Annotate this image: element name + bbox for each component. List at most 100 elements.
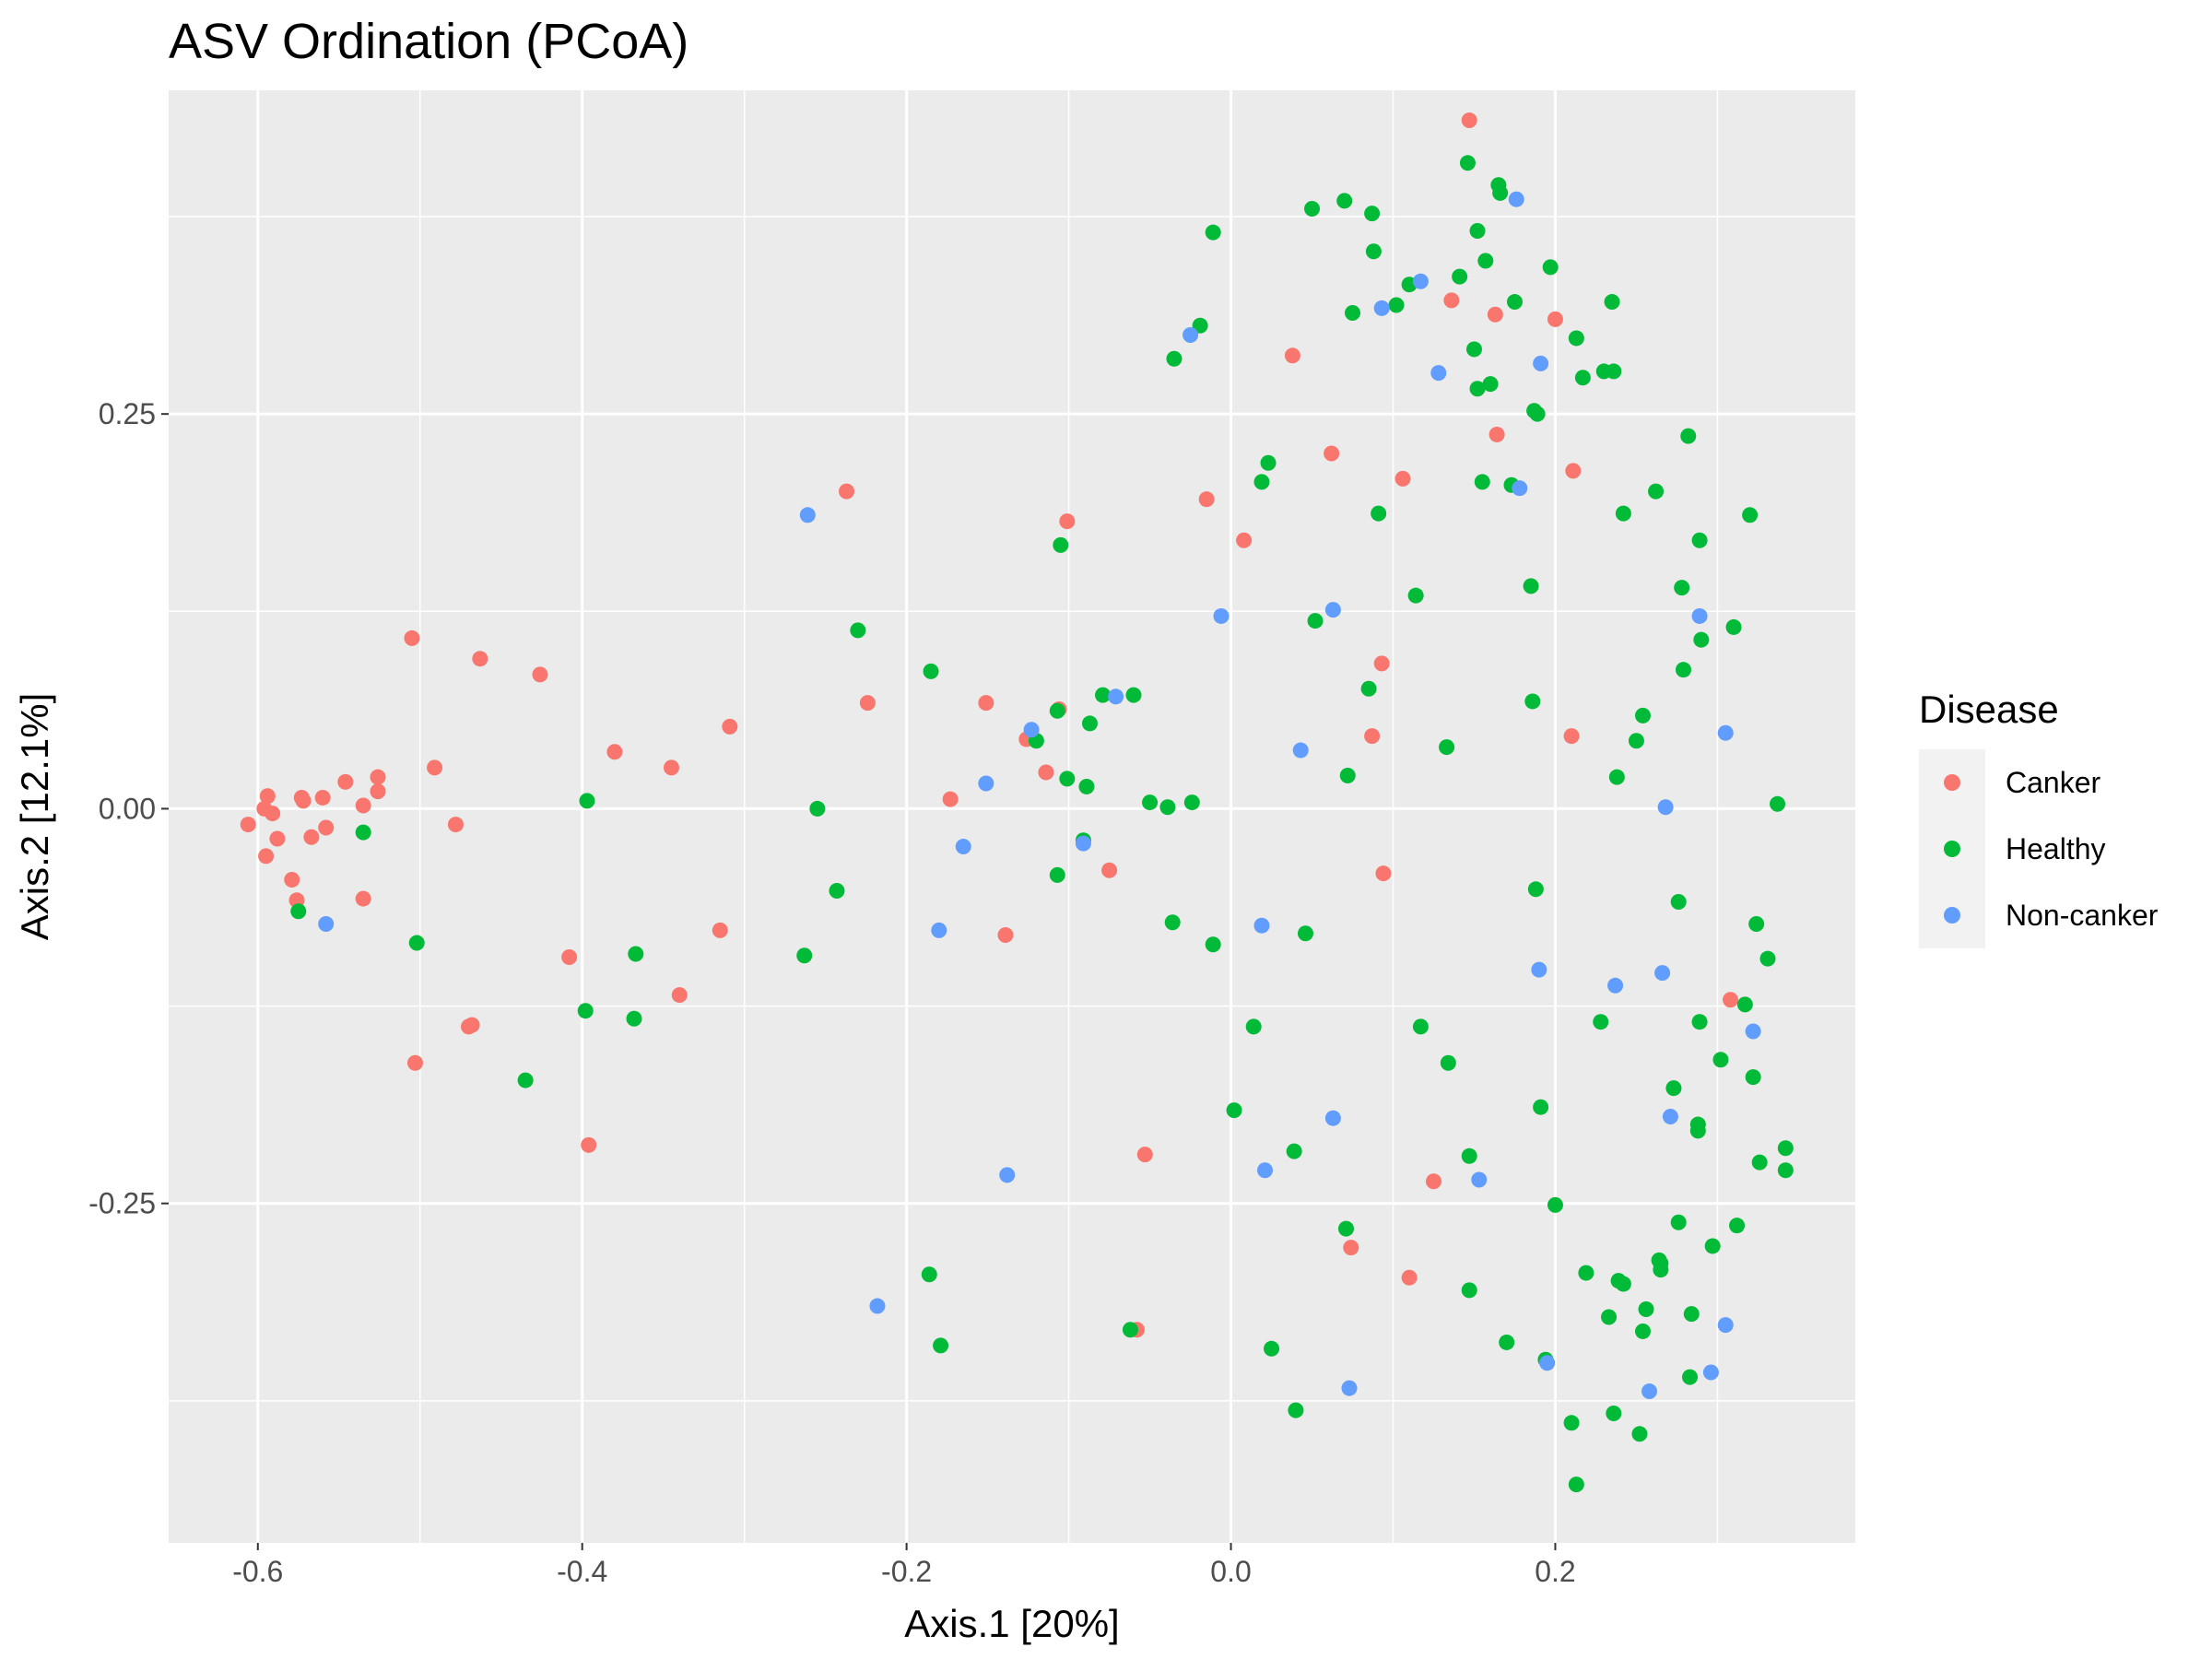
data-point <box>606 744 623 760</box>
data-point <box>663 759 679 776</box>
data-point <box>1286 1143 1302 1159</box>
data-point <box>427 759 443 776</box>
x-tick-label: -0.4 <box>557 1555 607 1588</box>
series-canker <box>240 112 1739 1338</box>
data-point <box>1260 454 1277 471</box>
data-point <box>1182 327 1199 344</box>
data-point <box>1745 1069 1761 1086</box>
data-point <box>796 947 813 964</box>
data-point <box>1284 347 1300 364</box>
data-point <box>921 1266 937 1283</box>
data-point <box>1606 1406 1622 1422</box>
data-point <box>1670 1214 1687 1230</box>
data-point <box>1474 474 1490 490</box>
x-axis-title: Axis.1 [20%] <box>904 1602 1119 1645</box>
data-point <box>1512 480 1528 497</box>
data-point <box>240 817 256 833</box>
data-point <box>1648 483 1665 500</box>
data-point <box>1523 578 1539 594</box>
data-point <box>1615 505 1631 522</box>
data-point <box>1388 297 1405 313</box>
data-point <box>799 507 816 524</box>
data-point <box>1759 950 1776 967</box>
data-point <box>318 819 335 836</box>
data-point <box>809 800 826 817</box>
data-point <box>1401 1269 1418 1286</box>
data-point <box>318 915 335 932</box>
data-point <box>1745 1023 1761 1040</box>
data-point <box>1164 914 1181 931</box>
data-point <box>1670 894 1687 911</box>
x-tick-label: 0.2 <box>1535 1555 1575 1588</box>
data-point <box>1365 243 1382 260</box>
data-point <box>1339 767 1356 783</box>
data-point <box>1452 268 1468 285</box>
data-point <box>1053 536 1069 553</box>
data-point <box>1542 259 1559 276</box>
data-point <box>1337 1220 1354 1237</box>
x-tick-label: -0.2 <box>881 1555 932 1588</box>
data-point <box>1440 1054 1456 1071</box>
data-point <box>284 872 300 888</box>
data-point <box>355 797 371 814</box>
data-point <box>1689 1123 1706 1139</box>
x-axis-ticks: -0.6 -0.4 -0.2 0.0 0.2 <box>232 1543 1576 1588</box>
data-point <box>1226 1102 1242 1119</box>
legend-key <box>1944 907 1960 924</box>
data-point <box>577 1003 594 1019</box>
data-point <box>1192 317 1208 334</box>
data-point <box>532 666 548 683</box>
data-point <box>1487 306 1503 323</box>
data-point <box>1488 426 1505 442</box>
legend-key <box>1944 841 1960 857</box>
data-point <box>1081 715 1098 732</box>
data-point <box>1264 1340 1280 1357</box>
data-point <box>1336 193 1353 209</box>
data-point <box>1101 862 1118 878</box>
data-point <box>1297 925 1313 942</box>
data-point <box>1578 1265 1594 1281</box>
data-point <box>1159 799 1176 816</box>
data-point <box>258 848 275 865</box>
data-point <box>1075 835 1091 852</box>
data-point <box>295 793 312 809</box>
data-point <box>1205 936 1221 953</box>
data-point <box>464 1017 480 1033</box>
data-point <box>955 839 971 855</box>
data-point <box>1634 707 1651 724</box>
data-point <box>337 773 354 790</box>
legend-label: Healthy <box>2006 832 2106 865</box>
data-point <box>1608 769 1625 785</box>
data-point <box>978 695 994 712</box>
data-point <box>1563 728 1580 745</box>
data-point <box>1307 613 1324 629</box>
data-point <box>1712 1052 1729 1068</box>
series-non-canker <box>318 191 1761 1400</box>
data-point <box>931 922 947 938</box>
data-point <box>1443 292 1460 309</box>
data-point <box>1675 662 1691 678</box>
data-point <box>628 946 644 962</box>
data-point <box>999 1167 1016 1183</box>
data-point <box>1568 1477 1584 1493</box>
data-point <box>1508 191 1524 207</box>
data-point <box>1213 607 1230 624</box>
data-point <box>1122 1322 1138 1338</box>
data-point <box>1547 1196 1563 1213</box>
data-point <box>1288 1402 1304 1418</box>
data-point <box>1539 1355 1556 1371</box>
data-point <box>1717 724 1734 741</box>
data-point <box>1717 1317 1734 1334</box>
data-point <box>1691 1014 1708 1030</box>
y-tick-label: 0.00 <box>99 792 156 825</box>
data-point <box>259 788 276 805</box>
data-point <box>1324 445 1340 462</box>
legend-label: Canker <box>2006 766 2101 799</box>
data-point <box>1059 513 1076 530</box>
data-point <box>839 483 855 500</box>
data-point <box>1657 799 1674 816</box>
data-point <box>1304 200 1321 217</box>
data-point <box>1095 687 1112 703</box>
data-point <box>1183 794 1200 811</box>
